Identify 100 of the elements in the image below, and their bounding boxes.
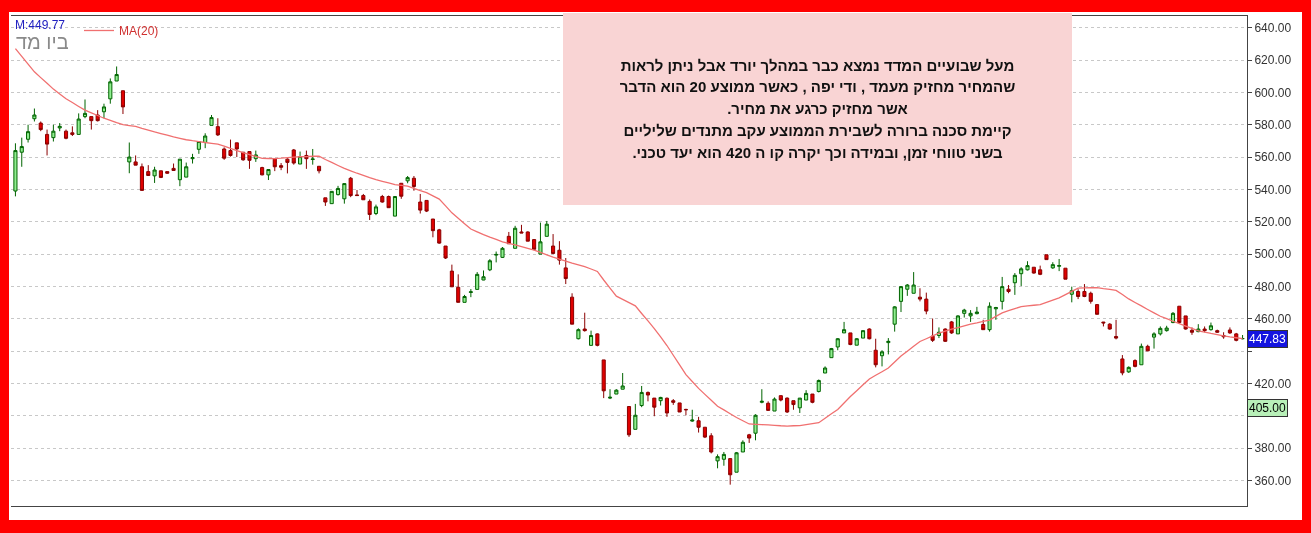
candlestick <box>1063 267 1068 280</box>
candlestick <box>747 433 752 444</box>
y-tick-label: 500.00 <box>1254 247 1292 262</box>
candlestick <box>475 271 480 290</box>
candlestick <box>411 175 416 192</box>
candlestick <box>595 332 600 347</box>
candlestick <box>582 312 587 333</box>
candlestick <box>1006 284 1011 294</box>
candlestick <box>601 359 606 399</box>
candlestick <box>981 319 986 331</box>
y-tick-label: 560.00 <box>1254 150 1292 165</box>
candlestick <box>45 129 50 156</box>
note-box: מעל שבועיים המדד נמצא כבר במהלך יורד אבל ניתן לראות שהמחיר מחזיק מעמד , ודי יפה , כאשר ממוצע 20 הוא הדבר אשר מחזיק כרגע את מחיר. קיימת סכנה ברורה לשבירת הממוצע עקב מתנדים שליליים בשני טווחי זמן, ובמידה וכך יקרה קו ה 420 הוא יעד טכני. <box>563 13 1072 205</box>
candlestick <box>740 439 745 453</box>
candlestick <box>481 269 486 281</box>
candlestick <box>449 264 454 288</box>
candlestick <box>329 190 334 205</box>
candlestick <box>810 393 815 404</box>
annotation: M:449.77 <box>15 18 66 32</box>
y-tick-label: 420.00 <box>1254 376 1292 391</box>
candlestick <box>842 321 847 334</box>
candlestick <box>848 332 853 346</box>
candlestick <box>203 132 208 149</box>
candlestick <box>1076 288 1081 300</box>
candlestick <box>709 432 714 454</box>
candlestick <box>1215 329 1220 334</box>
candlestick <box>570 292 575 325</box>
candlestick <box>335 185 341 197</box>
candlestick <box>614 388 619 395</box>
candlestick <box>405 175 410 184</box>
candlestick <box>500 246 505 259</box>
candlestick <box>196 141 201 155</box>
candlestick <box>538 222 543 255</box>
candlestick <box>728 458 733 486</box>
text: ביו מד <box>15 30 69 53</box>
candlestick <box>702 426 707 439</box>
candlestick <box>1120 354 1125 376</box>
candlestick <box>854 337 859 346</box>
candlestick <box>222 146 227 161</box>
candlestick <box>1227 326 1232 335</box>
candlestick <box>1114 319 1119 340</box>
candlestick <box>652 397 657 417</box>
candlestick <box>1025 260 1030 271</box>
candlestick <box>949 320 954 335</box>
candlestick <box>279 162 284 171</box>
candlestick <box>38 120 43 132</box>
candlestick <box>1101 321 1106 327</box>
candlestick <box>247 151 252 170</box>
candlestick <box>683 408 688 416</box>
candlestick <box>184 162 189 178</box>
candlestick <box>443 245 448 260</box>
candlestick <box>1050 261 1055 270</box>
candlestick <box>70 125 75 137</box>
candlestick <box>664 396 669 418</box>
candlestick <box>1107 322 1112 331</box>
candlestick <box>873 338 878 368</box>
y-tick-label: 640.00 <box>1254 20 1292 35</box>
candlestick <box>285 157 290 174</box>
candlestick <box>120 90 126 115</box>
candlestick <box>955 314 960 335</box>
candlestick <box>63 129 69 140</box>
candlestick <box>462 294 467 303</box>
candlestick <box>209 114 214 126</box>
candlestick <box>993 306 998 321</box>
candlestick <box>82 98 88 119</box>
candlestick <box>696 416 701 434</box>
candlestick <box>437 228 442 245</box>
candlestick <box>1019 266 1024 287</box>
candlestick <box>791 400 796 411</box>
y-tick-label: 540.00 <box>1254 182 1292 197</box>
candlestick <box>797 397 802 414</box>
candlestick <box>1088 291 1093 305</box>
candlestick <box>228 139 233 158</box>
candlestick <box>879 349 885 367</box>
candlestick <box>943 327 948 343</box>
candlestick <box>1145 344 1150 352</box>
candlestick <box>544 220 549 237</box>
candlestick <box>1044 254 1049 261</box>
candlestick <box>551 233 556 255</box>
candlestick <box>1202 325 1207 333</box>
candlestick <box>1031 266 1036 275</box>
candlestick <box>1038 265 1043 276</box>
y-tick-label: 360.00 <box>1254 473 1292 488</box>
candlestick <box>823 365 828 374</box>
candlestick <box>298 151 303 165</box>
candlestick <box>1132 358 1138 368</box>
candlestick <box>1012 272 1017 296</box>
candlestick <box>924 292 929 315</box>
candlestick <box>424 199 429 213</box>
candlestick <box>399 182 404 200</box>
candlestick <box>165 171 170 175</box>
candlestick <box>860 330 866 339</box>
candlestick <box>576 327 581 340</box>
candlestick <box>519 224 524 234</box>
candlestick <box>804 389 809 401</box>
candlestick <box>139 163 144 191</box>
legend-label: MA(20) <box>118 24 159 39</box>
candlestick <box>886 337 891 355</box>
candlestick <box>373 204 379 216</box>
candlestick <box>1095 304 1100 315</box>
